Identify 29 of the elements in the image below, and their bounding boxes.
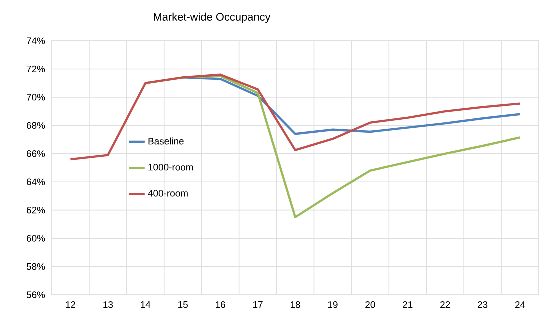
y-tick-label: 70% (27, 94, 46, 101)
y-tick-label: 72% (27, 66, 46, 73)
x-tick-label: 20 (366, 302, 376, 308)
line-series (70, 74, 522, 161)
y-tick-label: 66% (27, 150, 46, 158)
line-series (182, 76, 522, 136)
x-tick-label: 21 (403, 302, 413, 308)
x-tick-label: 19 (328, 302, 338, 308)
x-tick-label: 24 (515, 302, 526, 308)
y-tick-label: 68% (27, 122, 46, 130)
x-tick-label: 16 (216, 302, 226, 308)
y-tick-label: 56% (26, 292, 46, 298)
legend-label: 1000-room (148, 164, 194, 171)
y-tick-label: 58% (26, 263, 46, 270)
x-tick-label: 23 (478, 302, 488, 308)
chart-title: Market-wide Occupancy (154, 12, 271, 24)
legend-label: 400-room (148, 190, 188, 197)
y-tick-label: 74% (27, 38, 46, 44)
y-tick-label: 60% (27, 235, 46, 242)
x-tick-label: 18 (290, 302, 300, 308)
x-tick-label: 22 (440, 302, 450, 308)
legend-label: Baseline (148, 138, 184, 145)
x-tick-label: 13 (104, 302, 114, 308)
x-tick-label: 12 (66, 302, 76, 308)
x-tick-label: 15 (178, 302, 188, 308)
y-tick-label: 62% (27, 206, 46, 214)
x-tick-label: 14 (141, 302, 151, 308)
x-tick-label: 17 (253, 302, 263, 308)
y-tick-label: 64% (27, 178, 46, 186)
